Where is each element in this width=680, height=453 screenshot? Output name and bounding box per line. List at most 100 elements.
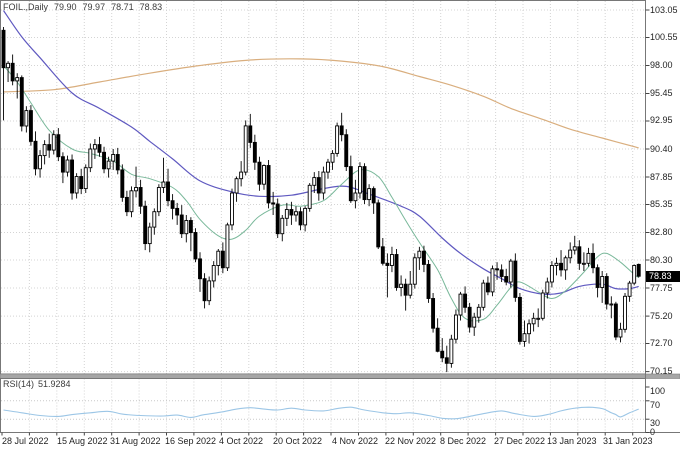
candle-body xyxy=(207,280,212,302)
panel-separator[interactable] xyxy=(0,373,680,379)
candle-body xyxy=(431,298,436,329)
ohlc-close-value: 78.83 xyxy=(139,2,163,12)
rsi-name: RSI(14) xyxy=(3,379,35,389)
candle-body xyxy=(568,249,573,259)
candle-body xyxy=(623,295,627,330)
symbol-period-label: FOIL.,Daily xyxy=(3,2,49,12)
time-axis-label: 31 Jan 2023 xyxy=(603,436,653,446)
candle-body xyxy=(399,283,404,288)
candle-body xyxy=(111,154,116,162)
candle-body xyxy=(591,252,595,269)
candle-body xyxy=(138,187,143,207)
candle-body xyxy=(202,278,207,302)
candle-body xyxy=(266,165,271,204)
candle-body xyxy=(358,166,362,194)
candle-body xyxy=(294,211,298,216)
rsi-value: 51.9284 xyxy=(38,379,71,389)
price-axis-label: 82.80 xyxy=(650,227,673,237)
candle-body xyxy=(193,232,198,260)
time-axis-label: 22 Nov 2022 xyxy=(385,436,437,446)
candle-body xyxy=(1,29,6,69)
price-axis-label: 75.20 xyxy=(650,311,673,321)
candle-body xyxy=(476,306,481,318)
candle-body xyxy=(353,192,358,202)
candle-body xyxy=(70,159,75,194)
candle-body xyxy=(467,306,472,328)
candle-body xyxy=(536,317,541,320)
rsi-axis-label: 70 xyxy=(650,400,661,410)
candle-body xyxy=(572,246,577,251)
candle-body xyxy=(248,125,253,143)
candle-body xyxy=(234,178,239,194)
price-axis-label: 103.05 xyxy=(650,5,678,15)
candle-body xyxy=(367,188,372,201)
candle-body xyxy=(495,268,500,271)
price-axis-label: 100.55 xyxy=(650,32,678,42)
price-axis-label: 77.75 xyxy=(650,283,673,293)
candle-body xyxy=(549,265,554,283)
candle-body xyxy=(444,357,449,364)
candle-body xyxy=(408,283,413,296)
candle-body xyxy=(230,192,234,226)
candle-body xyxy=(371,188,376,204)
candle-body xyxy=(275,203,280,235)
candle-body xyxy=(170,200,175,209)
candle-body xyxy=(522,333,527,342)
candle-body xyxy=(403,283,408,296)
price-axis[interactable]: 103.05 100.55 98.00 95.45 92.95 90.40 87.85 85.… xyxy=(649,0,680,453)
candle-body xyxy=(581,262,586,265)
time-axis-label: 4 Oct 2022 xyxy=(219,436,264,446)
candle-body xyxy=(166,181,170,202)
candle-body xyxy=(303,207,308,226)
candle-body xyxy=(554,262,559,266)
candle-body xyxy=(179,214,184,235)
ohlc-open-value: 79.90 xyxy=(54,2,77,12)
candle-body xyxy=(220,250,225,269)
candle-body xyxy=(289,209,294,216)
candle-body xyxy=(600,276,605,288)
candle-body xyxy=(627,282,632,297)
candle-body xyxy=(513,260,518,298)
candle-body xyxy=(83,167,88,190)
price-axis-label: 90.40 xyxy=(650,144,673,154)
time-axis[interactable]: 28 Jul 2022 15 Aug 2022 31 Aug 2022 16 Sep … xyxy=(0,435,680,449)
candle-body xyxy=(175,207,180,216)
rsi-indicator-label: RSI(14) 51.9284 xyxy=(3,379,75,389)
candle-body xyxy=(490,268,495,293)
candle-body xyxy=(92,144,97,150)
candle-body xyxy=(280,217,285,235)
time-axis-label: 16 Sep 2022 xyxy=(165,436,217,446)
candle-body xyxy=(609,303,614,306)
price-axis-label: 95.45 xyxy=(650,88,673,98)
candle-body xyxy=(463,293,468,308)
candle-body xyxy=(435,327,440,352)
candle-body xyxy=(284,209,289,219)
candle-body xyxy=(10,62,15,82)
candle-body xyxy=(527,323,531,335)
candle-body xyxy=(348,166,353,202)
candle-body xyxy=(559,262,563,271)
candle-body xyxy=(618,328,623,338)
candle-body xyxy=(184,220,189,235)
price-axis-label: 70.15 xyxy=(650,366,673,376)
candle-body xyxy=(74,176,79,194)
current-price-badge: 78.83 xyxy=(646,271,680,282)
ohlc-high-value: 79.97 xyxy=(82,2,106,12)
candle-body xyxy=(426,263,431,299)
ma-fast-line xyxy=(3,65,639,322)
candle-body xyxy=(344,134,349,168)
rsi-axis[interactable]: 100 70 30 0 xyxy=(649,0,680,453)
candle-body xyxy=(531,317,536,325)
candle-body xyxy=(134,187,138,192)
candle-body xyxy=(152,211,157,228)
candle-body xyxy=(24,110,29,127)
candle-body xyxy=(481,282,486,308)
candle-body xyxy=(335,125,340,154)
candle-body xyxy=(47,144,52,151)
candle-body xyxy=(106,160,111,170)
candle-body xyxy=(362,166,367,201)
rsi-axis-label: 30 xyxy=(650,418,661,428)
candle-body xyxy=(211,265,216,282)
candle-body xyxy=(339,125,344,136)
